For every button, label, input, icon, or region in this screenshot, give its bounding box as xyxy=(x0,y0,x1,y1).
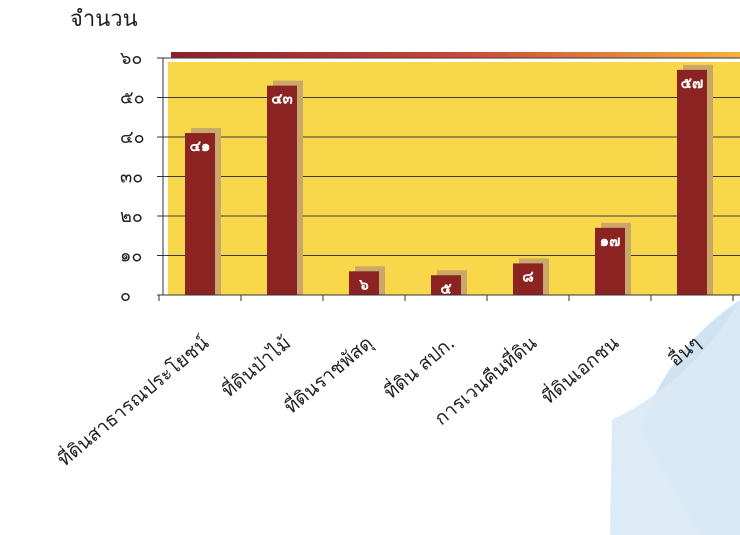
y-axis-title: จำนวน xyxy=(70,7,138,32)
x-tick-label: ที่ดิน สปก. xyxy=(378,330,459,404)
plot-area xyxy=(168,62,740,295)
bar xyxy=(349,271,379,295)
y-tick-label: ๒๐ xyxy=(120,206,143,227)
x-tick-label: ที่ดินป่าไม้ xyxy=(216,330,295,402)
y-tick-label: ๐ xyxy=(120,285,131,306)
y-tick-label: ๕๐ xyxy=(120,88,145,109)
x-tick-label: ที่ดินสาธารณประโยชน์ xyxy=(52,330,214,471)
bars: ๔๑ ๔๓๖ ๕ ๘ ๑๗ ๕๗ xyxy=(185,64,713,297)
data-label: ๖ xyxy=(358,275,369,293)
data-label: ๕ xyxy=(440,279,452,297)
x-axis: ที่ดินสาธารณประโยชน์ ที่ดินป่าไม้ที่ดินรา… xyxy=(52,294,740,471)
x-tick-label: อื่นๆ xyxy=(663,330,706,371)
x-tick-label: ที่ดินราชพัสดุ xyxy=(278,330,378,419)
bar xyxy=(185,133,215,295)
bar xyxy=(513,263,543,295)
y-tick-label: ๖๐ xyxy=(120,48,142,69)
bar xyxy=(595,227,625,295)
y-tick-label: ๔๐ xyxy=(120,127,145,148)
data-label: ๔๑ xyxy=(190,137,211,155)
data-label: ๘ xyxy=(522,267,534,285)
bar xyxy=(431,275,461,295)
y-axis: ๐ ๑๐ ๒๐ ๓๐ ๔๐ ๕๐ ๖๐ xyxy=(120,48,164,306)
x-tick-label: ที่ดินเอกชน xyxy=(536,330,623,409)
data-label: ๔๓ xyxy=(271,90,293,108)
data-label: ๕๗ xyxy=(681,74,704,92)
gridlines xyxy=(163,57,740,256)
data-label: ๑๗ xyxy=(600,232,621,250)
y-tick-label: ๑๐ xyxy=(120,246,142,267)
plot-top-band xyxy=(171,52,740,58)
y-tick-label: ๓๐ xyxy=(120,167,143,188)
bar xyxy=(677,69,707,295)
bar xyxy=(267,85,297,296)
plot-frame xyxy=(168,52,740,295)
